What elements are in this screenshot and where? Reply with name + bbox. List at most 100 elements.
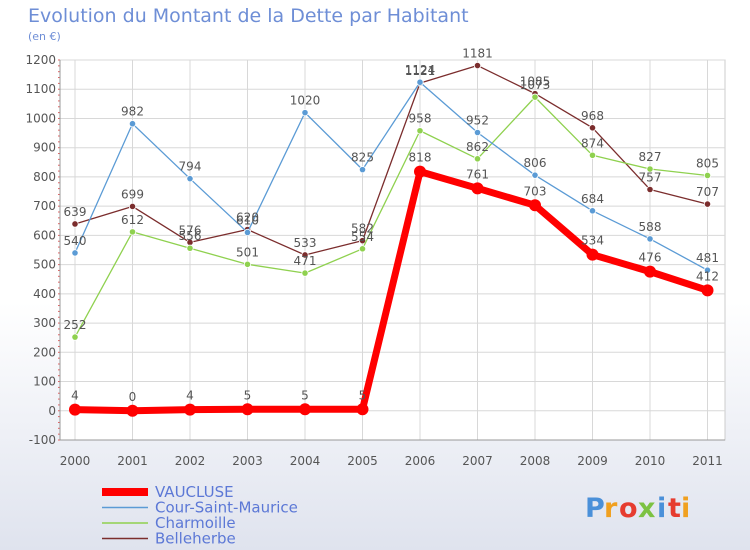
data-label: 554: [351, 230, 374, 244]
data-label: 952: [466, 113, 489, 127]
data-point: [588, 207, 597, 215]
data-label: 533: [294, 236, 317, 250]
legend: VAUCLUSECour-Saint-MauriceCharmoilleBell…: [102, 483, 298, 548]
data-label: 1124: [405, 63, 436, 77]
data-point: [644, 265, 656, 278]
x-tick-label: 2001: [117, 454, 148, 468]
data-label: 1121: [405, 64, 436, 78]
series-line-belleherbe: [74, 64, 709, 256]
axes: -100 0 100 200 300 400 500 600 700 800 900 1000 1100…: [25, 53, 725, 468]
data-point: [358, 245, 367, 253]
data-label: 252: [64, 318, 87, 332]
data-label: 707: [696, 185, 719, 199]
data-label: 0: [129, 390, 137, 404]
data-label: 818: [409, 151, 432, 165]
data-label: 576: [179, 223, 202, 237]
logo-letter: r: [604, 493, 618, 524]
series-line-charmoille: [74, 96, 709, 338]
data-label: 620: [236, 211, 259, 225]
data-point: [301, 251, 309, 259]
data-label: 556: [179, 229, 202, 243]
x-tick-label: 2000: [60, 454, 91, 468]
data-point: [701, 284, 714, 297]
data-point: [128, 202, 137, 211]
data-point: [473, 61, 482, 70]
data-label: 757: [639, 170, 662, 184]
y-tick-label: 400: [33, 287, 56, 301]
data-label: 958: [409, 112, 432, 126]
data-label: 805: [696, 156, 719, 170]
data-label: 703: [524, 184, 547, 198]
data-label: 1085: [520, 75, 551, 89]
data-label: 471: [294, 254, 317, 268]
data-point: [69, 403, 81, 416]
y-tick-label: 0: [48, 404, 56, 418]
data-point: [414, 165, 426, 178]
data-label: 825: [351, 151, 374, 165]
y-tick-label: 1000: [25, 111, 56, 125]
data-point: [416, 127, 424, 135]
y-tick-label: 300: [33, 316, 56, 330]
data-point: [473, 128, 482, 137]
y-tick-label: 600: [33, 228, 56, 242]
data-point: [358, 166, 367, 174]
y-tick-label: -100: [29, 433, 56, 447]
data-point: [646, 185, 654, 194]
data-point: [531, 171, 539, 179]
x-tick-label: 2004: [290, 454, 321, 468]
data-point: [186, 175, 194, 183]
x-tick-label: 2006: [405, 454, 436, 468]
data-label: 1181: [462, 47, 493, 61]
data-point: [586, 248, 599, 261]
data-point: [301, 269, 309, 277]
data-label: 862: [466, 140, 489, 154]
chart-title: Evolution du Montant de la Dette par Hab…: [28, 5, 469, 27]
data-label: 794: [179, 160, 202, 174]
y-tick-label: 700: [33, 199, 56, 213]
data-label: 4: [71, 389, 79, 403]
y-tick-label: 800: [33, 170, 56, 184]
legend-label: Belleherbe: [155, 530, 236, 548]
data-point: [71, 249, 79, 257]
data-point: [588, 151, 597, 159]
x-tick-label: 2007: [462, 454, 493, 468]
data-point: [529, 199, 541, 212]
data-labels: 639 699 576 620 533 582 1121 1181 1085 968 757 707 2…: [64, 47, 719, 404]
x-tick-label: 2011: [692, 454, 723, 468]
data-label: 1020: [290, 94, 321, 108]
data-point: [184, 403, 196, 416]
data-label: 534: [581, 234, 604, 248]
data-label: 501: [236, 245, 259, 259]
x-tick-label: 2010: [635, 454, 666, 468]
x-tick-label: 2008: [520, 454, 551, 468]
data-label: 588: [639, 220, 662, 234]
series-line-cour-saint-maurice: [74, 81, 709, 271]
data-label: 481: [696, 251, 719, 265]
logo-letter: i: [657, 493, 666, 524]
x-tick-label: 2005: [347, 454, 378, 468]
y-tick-label: 100: [33, 375, 56, 389]
data-point: [703, 171, 712, 180]
data-label: 5: [301, 388, 309, 402]
data-label: 874: [581, 136, 604, 150]
data-point: [186, 244, 194, 252]
y-tick-label: 1200: [25, 53, 56, 67]
data-label: 476: [639, 251, 662, 265]
x-tick-label: 2009: [577, 454, 608, 468]
logo-letter: x: [638, 493, 655, 524]
data-label: 699: [121, 187, 144, 201]
data-label: 610: [236, 213, 259, 227]
series-line-vaucluse: [71, 168, 711, 415]
logo-letter: i: [681, 493, 690, 524]
data-label: 982: [121, 105, 144, 119]
data-label: 806: [524, 156, 547, 170]
data-point: [301, 109, 309, 117]
data-point: [358, 237, 367, 245]
data-point: [471, 182, 484, 195]
data-label: 639: [64, 205, 87, 219]
logo-letter: o: [619, 493, 638, 524]
data-point: [473, 155, 482, 163]
